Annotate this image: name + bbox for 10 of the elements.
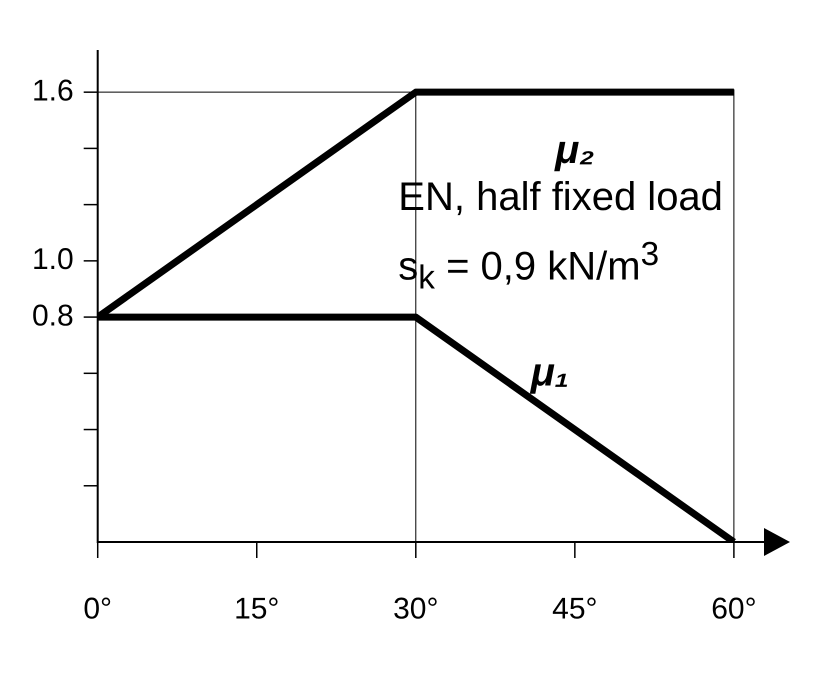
x-tick-label: 45° [552, 592, 598, 626]
series-label: μ₁ [530, 350, 569, 395]
x-tick-label: 60° [711, 592, 757, 626]
y-tick-label: 0.8 [32, 299, 74, 332]
series-label: μ₂ [554, 128, 595, 172]
y-tick-label: 1.0 [32, 243, 74, 276]
x-tick-label: 0° [83, 592, 112, 626]
x-tick-label: 30° [393, 592, 438, 626]
y-tick-label: 1.6 [32, 74, 74, 108]
x-tick-label: 15° [234, 592, 280, 626]
